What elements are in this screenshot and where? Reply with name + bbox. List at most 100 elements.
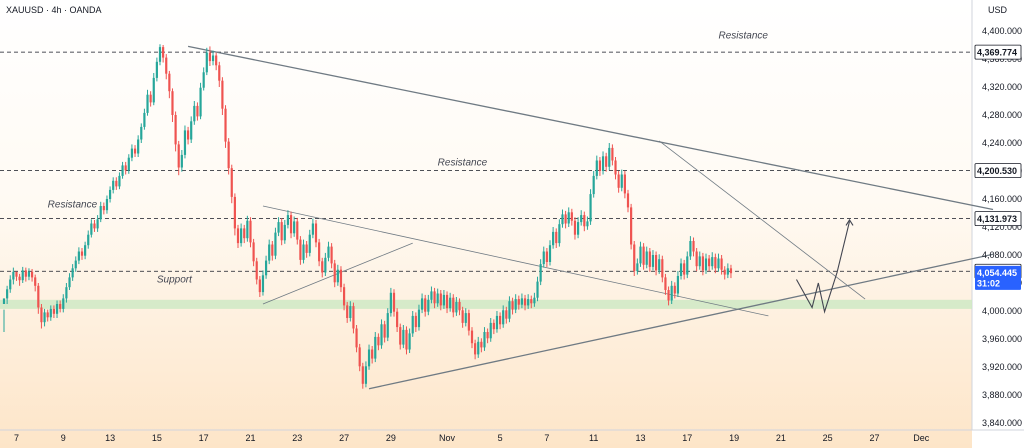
chart-annotation: Support xyxy=(157,274,193,285)
candle-body xyxy=(336,269,339,283)
candle-body xyxy=(342,287,346,306)
candle-body xyxy=(211,55,215,62)
candle-body xyxy=(27,271,31,277)
candle-body xyxy=(218,65,221,81)
candle-body xyxy=(492,322,495,330)
candle-body xyxy=(108,189,112,199)
time-tick-label: 13 xyxy=(635,433,645,443)
time-tick-label: 13 xyxy=(105,433,115,443)
candle-body xyxy=(676,276,680,294)
candle-body xyxy=(140,126,143,140)
candle-body xyxy=(536,281,539,298)
candle-body xyxy=(701,256,704,271)
candle-body xyxy=(102,206,105,211)
candle-body xyxy=(59,304,62,309)
candle-body xyxy=(396,311,399,328)
candle-body xyxy=(414,315,417,328)
price-tick-label: 4,320.000 xyxy=(982,82,1022,92)
price-tick-label: 4,160.000 xyxy=(982,194,1022,204)
candle-body xyxy=(105,199,109,211)
candle-body xyxy=(77,251,80,261)
candle-body xyxy=(630,207,633,245)
candle-body xyxy=(580,215,583,223)
candle-body xyxy=(464,313,467,323)
candle-body xyxy=(52,308,56,314)
candle-body xyxy=(483,332,486,348)
level-price-tag xyxy=(974,163,1022,179)
candle-body xyxy=(55,304,59,314)
candle-body xyxy=(424,298,427,312)
candle-body xyxy=(62,298,65,309)
candle-body xyxy=(246,220,249,239)
candle-body xyxy=(277,222,280,233)
trendline[interactable] xyxy=(187,45,994,211)
candle-body xyxy=(236,228,240,244)
candle-body xyxy=(704,258,708,271)
time-tick-label: 21 xyxy=(776,433,786,443)
candle-body xyxy=(324,257,327,273)
candle-body xyxy=(495,315,499,330)
candle-body xyxy=(670,285,673,301)
time-tick-label: Nov xyxy=(439,433,456,443)
candle-body xyxy=(30,271,34,278)
candle-body xyxy=(190,121,193,140)
candle-body xyxy=(564,214,567,224)
candle-body xyxy=(514,299,517,310)
last-price-tag[interactable] xyxy=(975,265,1021,290)
time-tick-label: 7 xyxy=(544,433,549,443)
candle-body xyxy=(233,196,236,229)
candle-body xyxy=(205,52,208,73)
price-tick-label: 3,920.000 xyxy=(982,362,1022,372)
time-tick-label: 25 xyxy=(823,433,833,443)
candle-body xyxy=(174,115,177,145)
level-price-label: 4,369.774 xyxy=(977,47,1017,57)
candle-body xyxy=(408,333,411,350)
candle-body xyxy=(417,309,421,328)
candle-body xyxy=(43,312,46,323)
candle-body xyxy=(633,244,636,272)
candle-body xyxy=(177,144,180,168)
candle-body xyxy=(436,293,439,304)
candle-body xyxy=(452,297,455,313)
price-tick-label: 4,120.000 xyxy=(982,222,1022,232)
candle-body xyxy=(617,174,620,188)
candle-body xyxy=(143,112,146,127)
level-price-tag xyxy=(974,211,1022,227)
candle-body xyxy=(533,297,536,304)
candle-body xyxy=(361,366,364,384)
candle-body xyxy=(539,264,542,282)
candle-body xyxy=(651,255,655,267)
candle-body xyxy=(339,269,343,288)
candle-body xyxy=(158,47,162,62)
candle-body xyxy=(230,168,233,197)
trendline[interactable] xyxy=(368,253,994,390)
candle-body xyxy=(121,165,124,176)
projection-path[interactable] xyxy=(795,221,851,314)
candle-body xyxy=(377,336,380,346)
candle-body xyxy=(74,260,77,269)
candle-body xyxy=(461,310,464,323)
candle-body xyxy=(614,160,617,175)
candle-body xyxy=(302,244,305,260)
candle-body xyxy=(402,329,405,345)
candle-body xyxy=(711,257,714,267)
trendline[interactable] xyxy=(262,205,769,317)
candle-body xyxy=(118,175,121,187)
candle-body xyxy=(162,47,165,58)
candle-body xyxy=(511,301,514,310)
candle-body xyxy=(458,301,461,311)
candle-body xyxy=(149,94,152,103)
candle-body xyxy=(9,279,12,290)
candle-body xyxy=(321,261,324,273)
candle-body xyxy=(517,299,520,305)
trendline[interactable] xyxy=(658,140,866,300)
price-tick-label: 4,240.000 xyxy=(982,138,1022,148)
price-tick-label: 4,080.000 xyxy=(982,250,1022,260)
candle-body xyxy=(196,105,199,117)
candle-body xyxy=(349,306,352,318)
candle-body xyxy=(455,301,458,313)
price-tick-label: 3,840.000 xyxy=(982,418,1022,428)
candle-body xyxy=(221,80,224,109)
candle-body xyxy=(65,287,68,299)
